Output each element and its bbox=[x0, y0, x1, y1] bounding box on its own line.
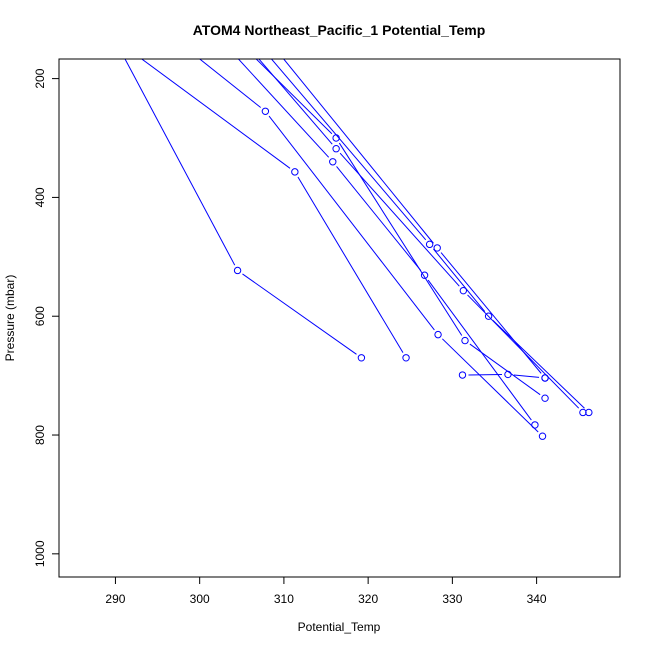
series-line-segment bbox=[427, 279, 532, 421]
series-line-segment bbox=[492, 320, 585, 409]
data-point bbox=[531, 421, 539, 429]
x-tick-label: 320 bbox=[358, 592, 378, 606]
data-point bbox=[433, 244, 441, 252]
x-axis-label: Potential_Temp bbox=[298, 620, 381, 634]
data-point bbox=[402, 354, 410, 362]
series-line-segment bbox=[433, 248, 486, 312]
series-line-segment bbox=[336, 166, 422, 271]
x-tick-label: 310 bbox=[274, 592, 294, 606]
y-tick-label: 600 bbox=[33, 306, 47, 326]
plot-lines bbox=[124, 59, 585, 433]
series-line-segment bbox=[283, 59, 434, 244]
series-line-segment bbox=[513, 374, 540, 378]
x-axis: 290 300 310 320 330 340 bbox=[105, 577, 547, 606]
series-line-segment bbox=[440, 252, 542, 374]
data-point bbox=[504, 370, 512, 379]
data-point bbox=[332, 134, 340, 142]
data-point bbox=[357, 354, 366, 362]
series-line-segment bbox=[297, 176, 404, 353]
x-tick-label: 300 bbox=[190, 592, 210, 606]
series-line-segment bbox=[339, 152, 460, 287]
data-point bbox=[541, 394, 549, 402]
y-tick-label: 400 bbox=[33, 187, 47, 207]
data-point bbox=[459, 286, 468, 295]
data-point bbox=[461, 336, 469, 345]
series-line-segment bbox=[242, 273, 357, 355]
chart-title: ATOM4 Northeast_Pacific_1 Potential_Temp bbox=[193, 22, 486, 38]
y-axis-label: Pressure (mbar) bbox=[3, 275, 17, 362]
data-point bbox=[538, 432, 547, 440]
plot-points bbox=[233, 107, 593, 440]
data-point bbox=[291, 168, 299, 176]
data-point bbox=[484, 312, 493, 320]
y-tick-label: 200 bbox=[33, 68, 47, 88]
data-point bbox=[425, 240, 434, 249]
series-line-segment bbox=[237, 59, 330, 158]
x-tick-label: 340 bbox=[527, 592, 547, 606]
data-point bbox=[261, 107, 270, 115]
series-line-segment bbox=[255, 59, 333, 135]
x-tick-label: 330 bbox=[442, 592, 462, 606]
data-point bbox=[541, 374, 549, 382]
data-point bbox=[579, 408, 587, 417]
series-line-segment bbox=[198, 59, 261, 108]
data-point bbox=[434, 330, 442, 339]
data-point bbox=[585, 408, 593, 417]
series-line-segment bbox=[124, 59, 236, 266]
y-axis: 200 400 600 800 1000 bbox=[33, 68, 59, 567]
series-line-segment bbox=[140, 59, 291, 169]
data-point bbox=[329, 158, 337, 166]
data-point bbox=[458, 371, 467, 379]
series-line-segment bbox=[268, 115, 435, 331]
y-tick-label: 800 bbox=[33, 425, 47, 445]
data-point bbox=[332, 144, 340, 153]
series-line-segment bbox=[270, 59, 427, 241]
x-tick-label: 290 bbox=[105, 592, 125, 606]
series-line-segment bbox=[442, 338, 539, 433]
data-point bbox=[420, 271, 429, 279]
data-point bbox=[233, 266, 242, 275]
plot-box bbox=[58, 58, 621, 578]
series-line-segment bbox=[338, 142, 463, 336]
y-tick-label: 1000 bbox=[33, 540, 47, 567]
series-line-segment bbox=[258, 59, 333, 145]
